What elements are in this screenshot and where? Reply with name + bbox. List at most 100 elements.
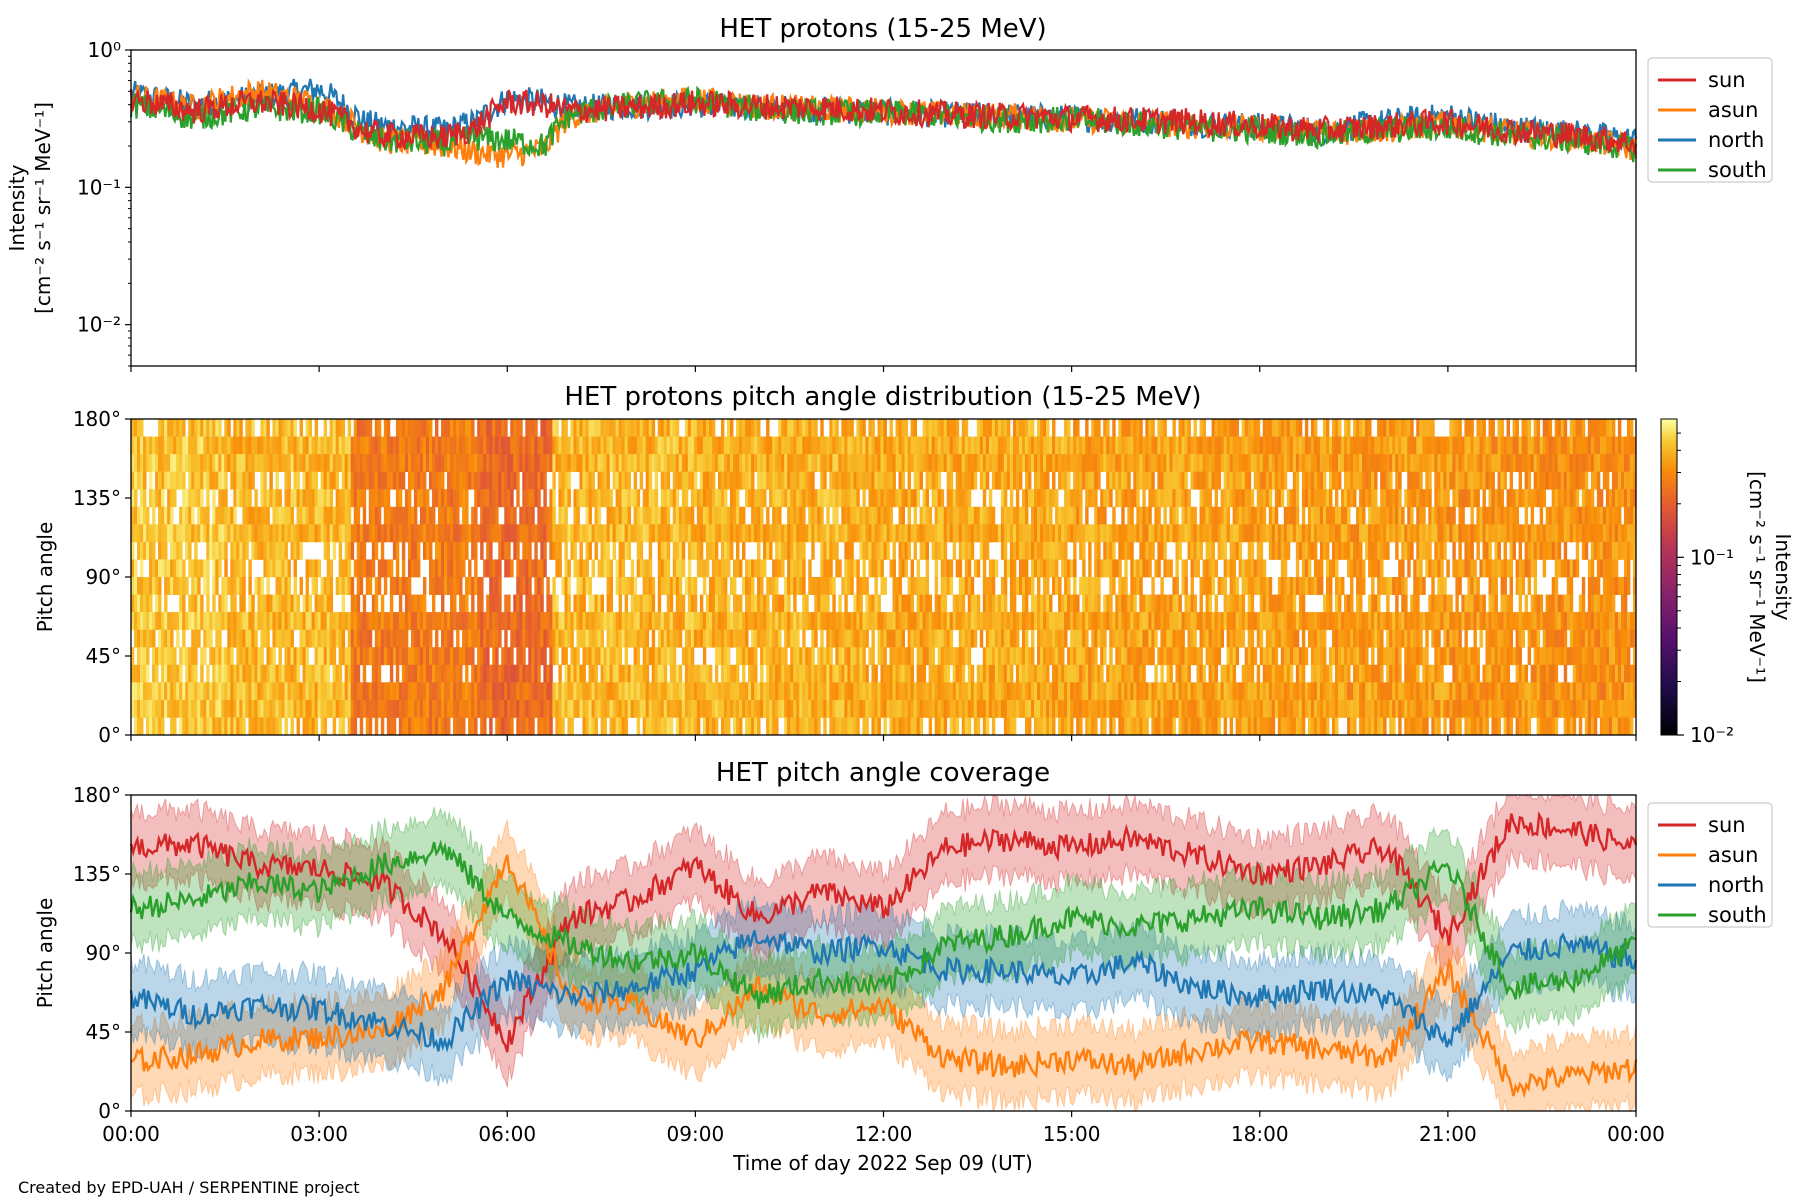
heatmap-cell <box>964 419 969 437</box>
heatmap-cell <box>347 577 352 595</box>
heatmap-cell <box>203 699 207 718</box>
heatmap-cell <box>275 594 279 613</box>
heatmap-cell <box>380 559 385 578</box>
heatmap-cell <box>892 717 896 736</box>
heatmap-cell <box>760 436 764 455</box>
heatmap-cell <box>158 541 162 560</box>
heatmap-cell <box>1079 664 1083 683</box>
heatmap-cell <box>239 454 243 473</box>
heatmap-cell <box>131 577 135 595</box>
heatmap-cell <box>886 629 890 648</box>
heatmap-cell <box>787 612 791 631</box>
heatmap-cell <box>374 699 379 718</box>
heatmap-cell <box>964 629 969 648</box>
heatmap-cell <box>341 577 346 595</box>
heatmap-cell <box>1046 541 1050 560</box>
heatmap-cell <box>841 682 845 701</box>
heatmap-cell <box>636 699 641 718</box>
heatmap-cell <box>558 612 562 631</box>
heatmap-cell <box>377 647 382 666</box>
heatmap-cell <box>943 577 948 595</box>
heatmap-cell <box>985 647 990 666</box>
heatmap-cell <box>811 577 815 595</box>
heatmap-cell <box>185 506 189 525</box>
heatmap-cell <box>444 682 448 701</box>
heatmap-cell <box>1061 612 1065 631</box>
heatmap-cell <box>269 454 273 473</box>
heatmap-cell <box>678 471 683 490</box>
heatmap-cell <box>215 682 219 701</box>
heatmap-cell <box>158 699 162 718</box>
heatmap-cell <box>955 489 960 508</box>
heatmap-cell <box>889 471 893 490</box>
heatmap-cell <box>940 524 945 543</box>
heatmap-cell <box>441 699 445 718</box>
heatmap-cell <box>215 717 219 736</box>
heatmap-cell <box>946 506 951 525</box>
heatmap-cell <box>206 699 210 718</box>
heatmap-cell <box>1015 489 1020 508</box>
heatmap-cell <box>332 682 337 701</box>
heatmap-cell <box>1037 559 1041 578</box>
heatmap-cell <box>501 699 505 718</box>
heatmap-cell <box>859 594 863 613</box>
heatmap-cell <box>663 682 668 701</box>
heatmap-cell <box>236 489 240 508</box>
heatmap-cell <box>498 454 502 473</box>
heatmap-cell <box>627 577 632 595</box>
heatmap-cell <box>537 506 541 525</box>
heatmap-cell <box>513 629 517 648</box>
heatmap-cell <box>814 612 818 631</box>
heatmap-cell <box>624 471 629 490</box>
heatmap-cell <box>308 682 312 701</box>
heatmap-cell <box>1088 664 1092 683</box>
heatmap-cell <box>913 524 918 543</box>
heatmap-cell <box>447 559 451 578</box>
heatmap-cell <box>398 612 403 631</box>
heatmap-cell <box>1052 524 1056 543</box>
heatmap-cell <box>212 419 216 437</box>
heatmap-cell <box>817 699 821 718</box>
heatmap-cell <box>916 647 921 666</box>
heatmap-cell <box>528 471 532 490</box>
heatmap-cell <box>305 419 309 437</box>
heatmap-cell <box>404 454 409 473</box>
heatmap-cell <box>218 664 222 683</box>
heatmap-cell <box>579 594 583 613</box>
heatmap-cell <box>260 436 264 455</box>
heatmap-cell <box>913 577 918 595</box>
heatmap-cell <box>558 524 562 543</box>
heatmap-cell <box>425 506 430 525</box>
heatmap-cell <box>1024 436 1029 455</box>
heatmap-cell <box>272 717 276 736</box>
heatmap-cell <box>522 506 526 525</box>
heatmap-cell <box>645 699 650 718</box>
heatmap-cell <box>344 559 349 578</box>
heatmap-cell <box>1046 559 1050 578</box>
heatmap-cell <box>955 717 960 736</box>
heatmap-cell <box>438 471 442 490</box>
heatmap-cell <box>395 524 400 543</box>
heatmap-cell <box>317 559 322 578</box>
heatmap-cell <box>832 682 836 701</box>
heatmap-cell <box>636 682 641 701</box>
heatmap-cell <box>805 419 809 437</box>
heatmap-cell <box>242 664 246 683</box>
heatmap-cell <box>609 612 613 631</box>
heatmap-cell <box>970 594 975 613</box>
heatmap-cell <box>224 506 228 525</box>
heatmap-cell <box>967 664 972 683</box>
heatmap-cell <box>525 612 529 631</box>
heatmap-cell <box>838 436 842 455</box>
heatmap-cell <box>230 699 234 718</box>
heatmap-cell <box>353 612 358 631</box>
heatmap-cell <box>341 489 346 508</box>
heatmap-cell <box>916 699 921 718</box>
heatmap-cell <box>991 559 996 578</box>
heatmap-cell <box>603 664 607 683</box>
heatmap-cell <box>383 682 388 701</box>
heatmap-cell <box>332 629 337 648</box>
heatmap-cell <box>994 647 999 666</box>
heatmap-cell <box>573 647 577 666</box>
heatmap-cell <box>862 559 866 578</box>
